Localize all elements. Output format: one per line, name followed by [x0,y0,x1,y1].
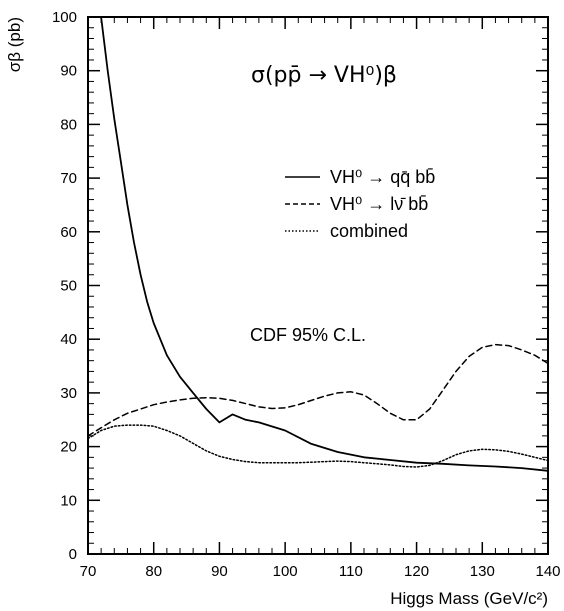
legend: VH⁰ → qq̄ bb̄ VH⁰ → lν̄ bb̄ combined [285,167,435,241]
y-tick-label: 50 [60,278,77,295]
series-hadronic-curve [100,16,549,472]
y-tick-label: 60 [60,224,77,241]
x-tick-label: 140 [535,563,560,580]
plot-frame [87,16,549,555]
y-tick-label: 30 [60,385,77,402]
x-tick-label: 70 [80,563,97,580]
series-lines [87,16,549,472]
chart-title: σ(pp̄ → VH⁰)β [251,63,397,88]
y-tick-label: 10 [60,492,77,509]
y-tick-label: 80 [60,116,77,133]
legend-label-combined: combined [330,221,408,241]
series-leptonic-curve [87,343,549,437]
y-tick-label: 90 [60,63,77,80]
y-tick-label: 0 [69,546,77,563]
x-tick-label: 90 [211,563,228,580]
y-tick-label: 70 [60,170,77,187]
tick-labels: 70 80 90 100 110 120 130 140 0 10 20 30 40 50 60 70 80 90… [52,9,561,580]
legend-label-hadronic: VH⁰ → qq̄ bb̄ [330,167,435,187]
series-combined-curve [87,424,549,468]
legend-label-leptonic: VH⁰ → lν̄ bb̄ [330,194,428,214]
x-tick-label: 120 [404,563,429,580]
cl-annotation: CDF 95% C.L. [250,325,366,345]
x-tick-label: 80 [145,563,162,580]
x-tick-label: 130 [470,563,495,580]
x-tick-label: 110 [339,563,363,580]
x-axis-title: Higgs Mass (GeV/c²) [390,589,548,608]
x-tick-label: 100 [273,563,298,580]
y-tick-label: 40 [60,331,77,348]
ticks [87,16,549,555]
y-axis-title: σβ (pb) [5,17,24,72]
y-tick-label: 100 [52,9,77,26]
y-tick-label: 20 [60,439,77,456]
